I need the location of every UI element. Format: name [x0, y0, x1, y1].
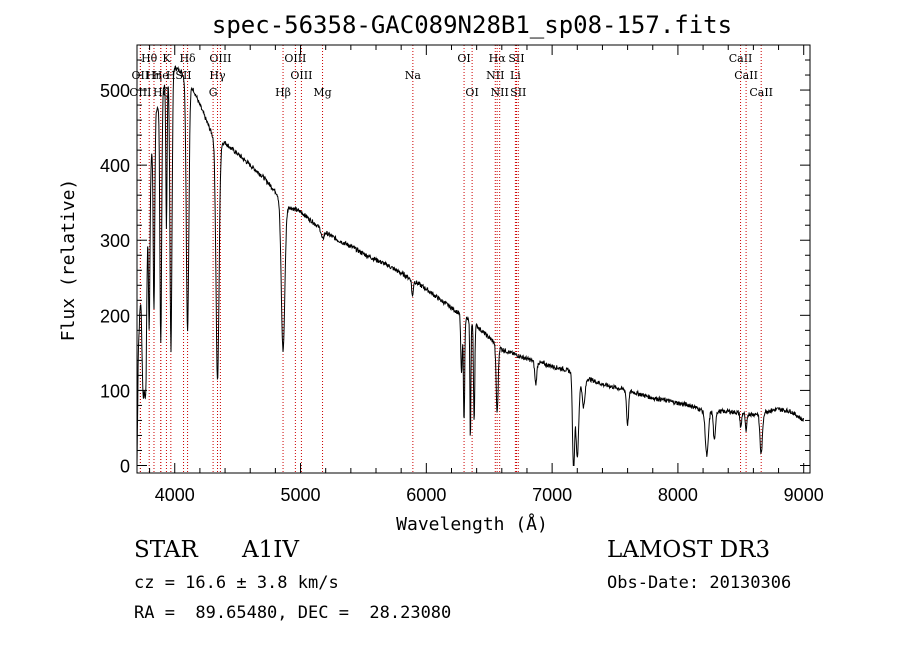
- line-label: Hβ: [275, 86, 291, 99]
- line-label: OIII: [284, 52, 306, 65]
- line-label: K: [162, 52, 171, 65]
- y-tick-label: 300: [100, 231, 130, 251]
- line-label: Hζ: [153, 86, 169, 99]
- line-label: SII: [508, 52, 524, 65]
- line-label: OI: [465, 86, 478, 99]
- line-label: NII: [486, 69, 504, 82]
- survey-name: LAMOST DR3: [607, 537, 771, 563]
- line-label: G: [209, 86, 218, 99]
- plot-frame: [136, 44, 811, 474]
- redshift-value: cz = 16.6 ± 3.8 km/s: [134, 573, 339, 593]
- line-label: Hη: [146, 69, 162, 82]
- object-subclass: A1IV: [242, 537, 299, 563]
- object-type: STAR: [134, 537, 198, 563]
- y-tick-label: 100: [100, 381, 130, 401]
- line-label: Hδ: [179, 52, 196, 65]
- line-label: OI: [457, 52, 470, 65]
- line-label: Hγ: [209, 69, 226, 82]
- axes: 4000 5000 6000 7000 8000 9000 0 100 200 300 400 500: [100, 45, 824, 505]
- x-tick-label: 6000: [406, 485, 446, 505]
- line-label: Hθ: [141, 52, 158, 65]
- line-label: OIII: [129, 86, 151, 99]
- line-label: H: [166, 69, 176, 82]
- spectrum-line: [136, 65, 804, 466]
- line-label: Na: [405, 69, 422, 82]
- x-axis-label: Wavelength (Å): [396, 513, 548, 535]
- line-label: Li: [510, 69, 521, 82]
- x-tick-label: 5000: [281, 485, 321, 505]
- line-label: Hα: [489, 52, 507, 65]
- line-label: OIII: [290, 69, 312, 82]
- x-tick-label: 9000: [784, 485, 824, 505]
- line-label: CaII: [729, 52, 753, 65]
- y-tick-label: 0: [120, 456, 130, 476]
- observation-date: Obs-Date: 20130306: [607, 573, 792, 593]
- x-tick-label: 8000: [658, 485, 698, 505]
- line-label: NII: [491, 86, 509, 99]
- y-axis-label: Flux (relative): [58, 179, 79, 342]
- line-label: SII: [510, 86, 526, 99]
- chart-title: spec-56358-GAC089N28B1_sp08-157.fits: [212, 11, 732, 39]
- line-label: CaII: [734, 69, 758, 82]
- spectrum-series: [136, 65, 804, 466]
- line-label: Mg: [313, 86, 331, 99]
- y-tick-label: 500: [100, 81, 130, 101]
- line-label: CaII: [749, 86, 773, 99]
- x-tick-label: 4000: [155, 485, 195, 505]
- x-tick-label: 7000: [532, 485, 572, 505]
- y-tick-label: 200: [100, 306, 130, 326]
- y-tick-label: 400: [100, 156, 130, 176]
- line-label: OIII: [209, 52, 231, 65]
- sky-coordinates: RA = 89.65480, DEC = 28.23080: [134, 603, 452, 623]
